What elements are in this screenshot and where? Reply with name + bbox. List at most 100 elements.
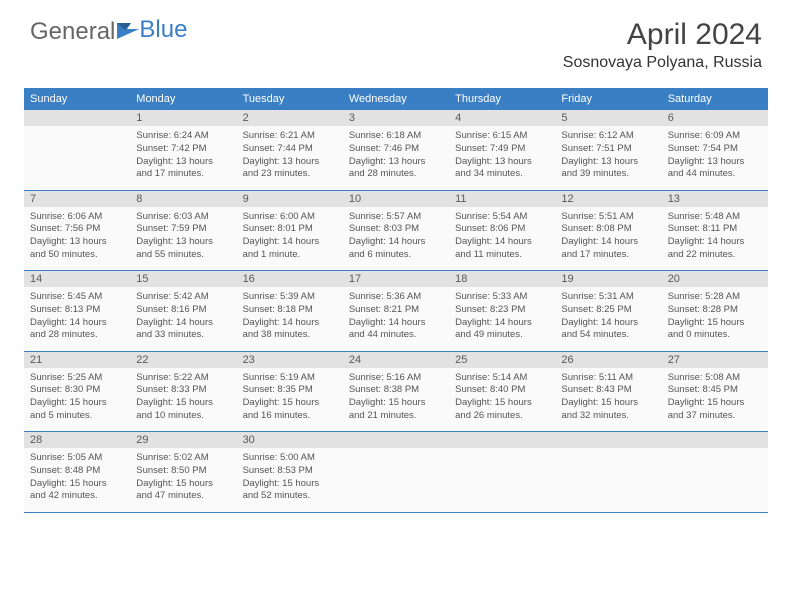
day-cell: Sunrise: 5:31 AMSunset: 8:25 PMDaylight:… [555, 287, 661, 351]
day-info-line: Sunrise: 6:21 AM [243, 130, 337, 143]
day-data-row: Sunrise: 6:24 AMSunset: 7:42 PMDaylight:… [24, 126, 768, 190]
day-number: 14 [24, 271, 130, 288]
day-info-line: Sunset: 8:18 PM [243, 304, 337, 317]
day-info-line: and 44 minutes. [349, 329, 443, 342]
day-info-line: Daylight: 14 hours [349, 236, 443, 249]
day-number: 22 [130, 351, 236, 368]
day-info-line: Daylight: 14 hours [243, 317, 337, 330]
calendar-table: Sunday Monday Tuesday Wednesday Thursday… [24, 88, 768, 513]
weekday-header: Sunday [24, 88, 130, 110]
weekday-header: Wednesday [343, 88, 449, 110]
day-info-line: Sunset: 7:59 PM [136, 223, 230, 236]
day-info-line: Sunset: 8:48 PM [30, 465, 124, 478]
day-info-line: Sunset: 8:38 PM [349, 384, 443, 397]
day-number [343, 432, 449, 449]
day-number: 20 [662, 271, 768, 288]
day-info-line: and 21 minutes. [349, 410, 443, 423]
day-number: 8 [130, 190, 236, 207]
day-info-line: and 6 minutes. [349, 249, 443, 262]
day-info-line: and 16 minutes. [243, 410, 337, 423]
day-info-line: Sunrise: 5:51 AM [561, 211, 655, 224]
day-number: 27 [662, 351, 768, 368]
day-info-line: and 22 minutes. [668, 249, 762, 262]
day-info-line: Sunset: 7:51 PM [561, 143, 655, 156]
day-info-line: Daylight: 14 hours [668, 236, 762, 249]
day-info-line: Daylight: 15 hours [561, 397, 655, 410]
day-info-line: and 0 minutes. [668, 329, 762, 342]
day-cell: Sunrise: 6:12 AMSunset: 7:51 PMDaylight:… [555, 126, 661, 190]
day-number [449, 432, 555, 449]
day-number: 26 [555, 351, 661, 368]
day-info-line: Sunset: 8:11 PM [668, 223, 762, 236]
day-info-line: Sunrise: 5:11 AM [561, 372, 655, 385]
day-cell: Sunrise: 5:14 AMSunset: 8:40 PMDaylight:… [449, 368, 555, 432]
header: General Blue April 2024 Sosnovaya Polyan… [0, 0, 792, 80]
daynum-row: 14151617181920 [24, 271, 768, 288]
day-info-line: and 50 minutes. [30, 249, 124, 262]
day-info-line: Sunset: 8:45 PM [668, 384, 762, 397]
day-cell: Sunrise: 5:22 AMSunset: 8:33 PMDaylight:… [130, 368, 236, 432]
day-info-line: Sunrise: 6:15 AM [455, 130, 549, 143]
day-info-line: Sunrise: 5:14 AM [455, 372, 549, 385]
daynum-row: 282930 [24, 432, 768, 449]
day-info-line: Sunset: 7:46 PM [349, 143, 443, 156]
day-info-line: Daylight: 15 hours [136, 397, 230, 410]
day-info-line: Sunset: 8:35 PM [243, 384, 337, 397]
day-info-line: and 54 minutes. [561, 329, 655, 342]
day-info-line: and 37 minutes. [668, 410, 762, 423]
weekday-header: Friday [555, 88, 661, 110]
day-info-line: Sunset: 8:06 PM [455, 223, 549, 236]
day-info-line: Sunrise: 5:36 AM [349, 291, 443, 304]
day-cell: Sunrise: 5:19 AMSunset: 8:35 PMDaylight:… [237, 368, 343, 432]
day-info-line: Sunset: 8:03 PM [349, 223, 443, 236]
day-info-line: Sunrise: 5:54 AM [455, 211, 549, 224]
day-info-line: Daylight: 13 hours [561, 156, 655, 169]
day-info-line: Sunset: 8:16 PM [136, 304, 230, 317]
day-cell: Sunrise: 5:02 AMSunset: 8:50 PMDaylight:… [130, 448, 236, 512]
day-cell: Sunrise: 6:06 AMSunset: 7:56 PMDaylight:… [24, 207, 130, 271]
day-cell: Sunrise: 5:54 AMSunset: 8:06 PMDaylight:… [449, 207, 555, 271]
day-info-line: Sunrise: 5:28 AM [668, 291, 762, 304]
day-info-line: Daylight: 14 hours [561, 236, 655, 249]
day-cell: Sunrise: 6:15 AMSunset: 7:49 PMDaylight:… [449, 126, 555, 190]
day-info-line: Daylight: 13 hours [243, 156, 337, 169]
day-cell [449, 448, 555, 512]
day-number: 6 [662, 110, 768, 126]
day-number: 18 [449, 271, 555, 288]
day-info-line: and 49 minutes. [455, 329, 549, 342]
day-info-line: and 28 minutes. [349, 168, 443, 181]
day-info-line: Sunrise: 6:18 AM [349, 130, 443, 143]
day-info-line: Daylight: 14 hours [136, 317, 230, 330]
day-info-line: Sunrise: 5:02 AM [136, 452, 230, 465]
day-cell: Sunrise: 5:00 AMSunset: 8:53 PMDaylight:… [237, 448, 343, 512]
day-info-line: and 26 minutes. [455, 410, 549, 423]
weekday-header: Thursday [449, 88, 555, 110]
day-info-line: and 52 minutes. [243, 490, 337, 503]
day-number: 10 [343, 190, 449, 207]
day-info-line: Daylight: 14 hours [30, 317, 124, 330]
day-info-line: Daylight: 15 hours [668, 317, 762, 330]
day-info-line: Daylight: 15 hours [136, 478, 230, 491]
day-info-line: Sunset: 7:44 PM [243, 143, 337, 156]
day-info-line: Sunrise: 5:42 AM [136, 291, 230, 304]
day-cell: Sunrise: 6:00 AMSunset: 8:01 PMDaylight:… [237, 207, 343, 271]
day-number: 3 [343, 110, 449, 126]
day-info-line: Daylight: 14 hours [349, 317, 443, 330]
day-info-line: Sunrise: 5:45 AM [30, 291, 124, 304]
day-data-row: Sunrise: 6:06 AMSunset: 7:56 PMDaylight:… [24, 207, 768, 271]
day-info-line: Sunset: 8:53 PM [243, 465, 337, 478]
day-info-line: Sunrise: 5:19 AM [243, 372, 337, 385]
day-info-line: Daylight: 15 hours [243, 478, 337, 491]
weekday-header: Tuesday [237, 88, 343, 110]
day-cell [24, 126, 130, 190]
day-cell [555, 448, 661, 512]
day-info-line: Sunset: 8:25 PM [561, 304, 655, 317]
day-data-row: Sunrise: 5:45 AMSunset: 8:13 PMDaylight:… [24, 287, 768, 351]
day-info-line: and 11 minutes. [455, 249, 549, 262]
day-number: 11 [449, 190, 555, 207]
day-info-line: Daylight: 15 hours [668, 397, 762, 410]
weekday-header-row: Sunday Monday Tuesday Wednesday Thursday… [24, 88, 768, 110]
day-info-line: Sunrise: 5:22 AM [136, 372, 230, 385]
day-number [662, 432, 768, 449]
day-cell: Sunrise: 6:03 AMSunset: 7:59 PMDaylight:… [130, 207, 236, 271]
